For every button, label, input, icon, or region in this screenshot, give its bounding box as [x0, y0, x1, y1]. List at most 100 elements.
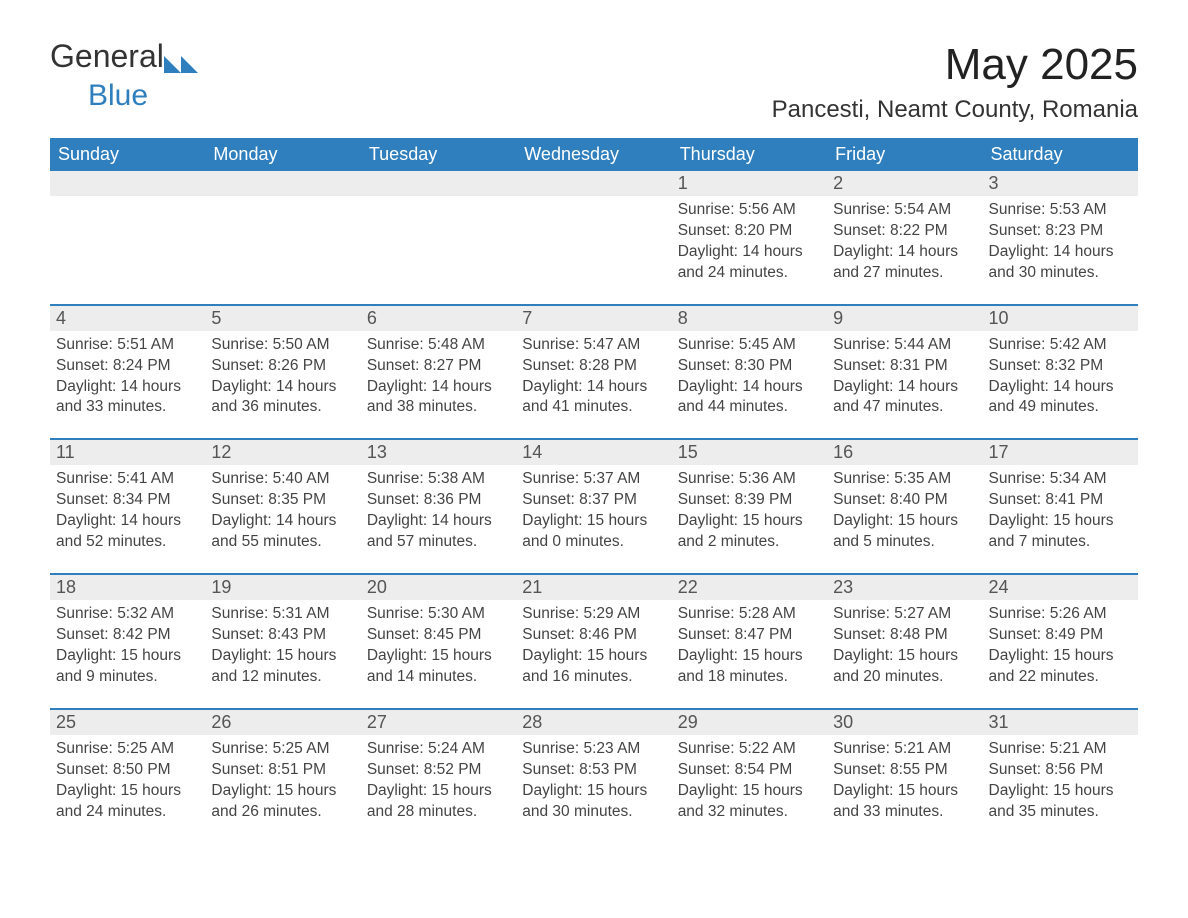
calendar-day-cell [50, 171, 205, 305]
day-number: 11 [50, 440, 205, 465]
sunset-line: Sunset: 8:53 PM [522, 760, 665, 781]
sunrise-value: 5:44 AM [894, 336, 951, 353]
day-number [516, 171, 671, 196]
sunset-line: Sunset: 8:50 PM [56, 760, 199, 781]
day-number: 21 [516, 575, 671, 600]
daylight-label: Daylight: [522, 378, 582, 395]
sunrise-value: 5:26 AM [1050, 605, 1107, 622]
daylight-label: Daylight: [522, 647, 582, 664]
sunrise-label: Sunrise: [989, 201, 1046, 218]
sunrise-value: 5:45 AM [739, 336, 796, 353]
day-body: Sunrise: 5:24 AMSunset: 8:52 PMDaylight:… [361, 735, 516, 843]
sunrise-value: 5:53 AM [1050, 201, 1107, 218]
sunset-label: Sunset: [367, 491, 420, 508]
sunrise-label: Sunrise: [211, 336, 268, 353]
daylight-label: Daylight: [678, 512, 738, 529]
calendar-day-cell: 28Sunrise: 5:23 AMSunset: 8:53 PMDayligh… [516, 709, 671, 843]
title-block: May 2025 Pancesti, Neamt County, Romania [772, 40, 1138, 138]
sunset-label: Sunset: [989, 761, 1042, 778]
sunrise-value: 5:48 AM [428, 336, 485, 353]
day-number: 26 [205, 710, 360, 735]
day-number: 3 [983, 171, 1138, 196]
sunset-line: Sunset: 8:27 PM [367, 356, 510, 377]
calendar-day-cell: 17Sunrise: 5:34 AMSunset: 8:41 PMDayligh… [983, 439, 1138, 574]
sunrise-value: 5:27 AM [894, 605, 951, 622]
sunset-value: 8:39 PM [735, 491, 793, 508]
sunrise-label: Sunrise: [678, 336, 735, 353]
daylight-line: Daylight: 15 hours and 33 minutes. [833, 781, 976, 823]
sunrise-line: Sunrise: 5:30 AM [367, 604, 510, 625]
month-title: May 2025 [772, 40, 1138, 90]
sunset-line: Sunset: 8:22 PM [833, 221, 976, 242]
sunrise-label: Sunrise: [522, 740, 579, 757]
sunrise-value: 5:23 AM [583, 740, 640, 757]
calendar-day-cell: 15Sunrise: 5:36 AMSunset: 8:39 PMDayligh… [672, 439, 827, 574]
sunrise-value: 5:21 AM [894, 740, 951, 757]
day-body: Sunrise: 5:38 AMSunset: 8:36 PMDaylight:… [361, 465, 516, 573]
sunrise-line: Sunrise: 5:34 AM [989, 469, 1132, 490]
location-subtitle: Pancesti, Neamt County, Romania [772, 96, 1138, 124]
sunset-line: Sunset: 8:37 PM [522, 490, 665, 511]
sunset-label: Sunset: [678, 357, 731, 374]
daylight-label: Daylight: [989, 512, 1049, 529]
calendar-day-cell: 2Sunrise: 5:54 AMSunset: 8:22 PMDaylight… [827, 171, 982, 305]
daylight-line: Daylight: 15 hours and 12 minutes. [211, 646, 354, 688]
daylight-line: Daylight: 15 hours and 22 minutes. [989, 646, 1132, 688]
sunset-line: Sunset: 8:26 PM [211, 356, 354, 377]
calendar-day-cell: 14Sunrise: 5:37 AMSunset: 8:37 PMDayligh… [516, 439, 671, 574]
calendar-day-cell: 6Sunrise: 5:48 AMSunset: 8:27 PMDaylight… [361, 305, 516, 440]
sunrise-line: Sunrise: 5:26 AM [989, 604, 1132, 625]
daylight-line: Daylight: 14 hours and 57 minutes. [367, 511, 510, 553]
sunset-line: Sunset: 8:36 PM [367, 490, 510, 511]
sunrise-label: Sunrise: [211, 740, 268, 757]
day-body: Sunrise: 5:47 AMSunset: 8:28 PMDaylight:… [516, 331, 671, 439]
day-body [50, 196, 205, 292]
sunset-label: Sunset: [678, 222, 731, 239]
sunset-line: Sunset: 8:42 PM [56, 625, 199, 646]
sunrise-line: Sunrise: 5:56 AM [678, 200, 821, 221]
sunrise-line: Sunrise: 5:21 AM [833, 739, 976, 760]
sunrise-line: Sunrise: 5:24 AM [367, 739, 510, 760]
sunrise-value: 5:35 AM [894, 470, 951, 487]
sunset-line: Sunset: 8:51 PM [211, 760, 354, 781]
calendar-header: SundayMondayTuesdayWednesdayThursdayFrid… [50, 138, 1138, 171]
sunset-label: Sunset: [56, 626, 109, 643]
brand-part2: Blue [88, 80, 198, 112]
sunrise-line: Sunrise: 5:28 AM [678, 604, 821, 625]
weekday-header: Wednesday [516, 138, 671, 171]
day-body: Sunrise: 5:26 AMSunset: 8:49 PMDaylight:… [983, 600, 1138, 708]
day-body: Sunrise: 5:22 AMSunset: 8:54 PMDaylight:… [672, 735, 827, 843]
calendar-week-row: 25Sunrise: 5:25 AMSunset: 8:50 PMDayligh… [50, 709, 1138, 843]
sunrise-value: 5:25 AM [273, 740, 330, 757]
daylight-line: Daylight: 15 hours and 0 minutes. [522, 511, 665, 553]
daylight-line: Daylight: 14 hours and 47 minutes. [833, 377, 976, 419]
sunset-label: Sunset: [833, 761, 886, 778]
sunset-line: Sunset: 8:46 PM [522, 625, 665, 646]
daylight-label: Daylight: [367, 512, 427, 529]
day-number: 15 [672, 440, 827, 465]
calendar-day-cell: 23Sunrise: 5:27 AMSunset: 8:48 PMDayligh… [827, 574, 982, 709]
sunset-label: Sunset: [211, 357, 264, 374]
daylight-line: Daylight: 15 hours and 14 minutes. [367, 646, 510, 688]
sunrise-label: Sunrise: [989, 740, 1046, 757]
sunset-line: Sunset: 8:24 PM [56, 356, 199, 377]
sunrise-line: Sunrise: 5:22 AM [678, 739, 821, 760]
sunset-label: Sunset: [833, 222, 886, 239]
sunset-line: Sunset: 8:45 PM [367, 625, 510, 646]
sunrise-label: Sunrise: [678, 605, 735, 622]
day-body: Sunrise: 5:53 AMSunset: 8:23 PMDaylight:… [983, 196, 1138, 304]
calendar-day-cell [516, 171, 671, 305]
day-number: 13 [361, 440, 516, 465]
sunset-line: Sunset: 8:34 PM [56, 490, 199, 511]
daylight-line: Daylight: 15 hours and 16 minutes. [522, 646, 665, 688]
sunrise-label: Sunrise: [833, 605, 890, 622]
sunrise-line: Sunrise: 5:47 AM [522, 335, 665, 356]
day-number: 5 [205, 306, 360, 331]
day-number: 2 [827, 171, 982, 196]
sunset-label: Sunset: [989, 222, 1042, 239]
sunset-line: Sunset: 8:56 PM [989, 760, 1132, 781]
sunset-value: 8:45 PM [424, 626, 482, 643]
sunset-value: 8:31 PM [890, 357, 948, 374]
sunset-label: Sunset: [522, 357, 575, 374]
calendar-day-cell [205, 171, 360, 305]
